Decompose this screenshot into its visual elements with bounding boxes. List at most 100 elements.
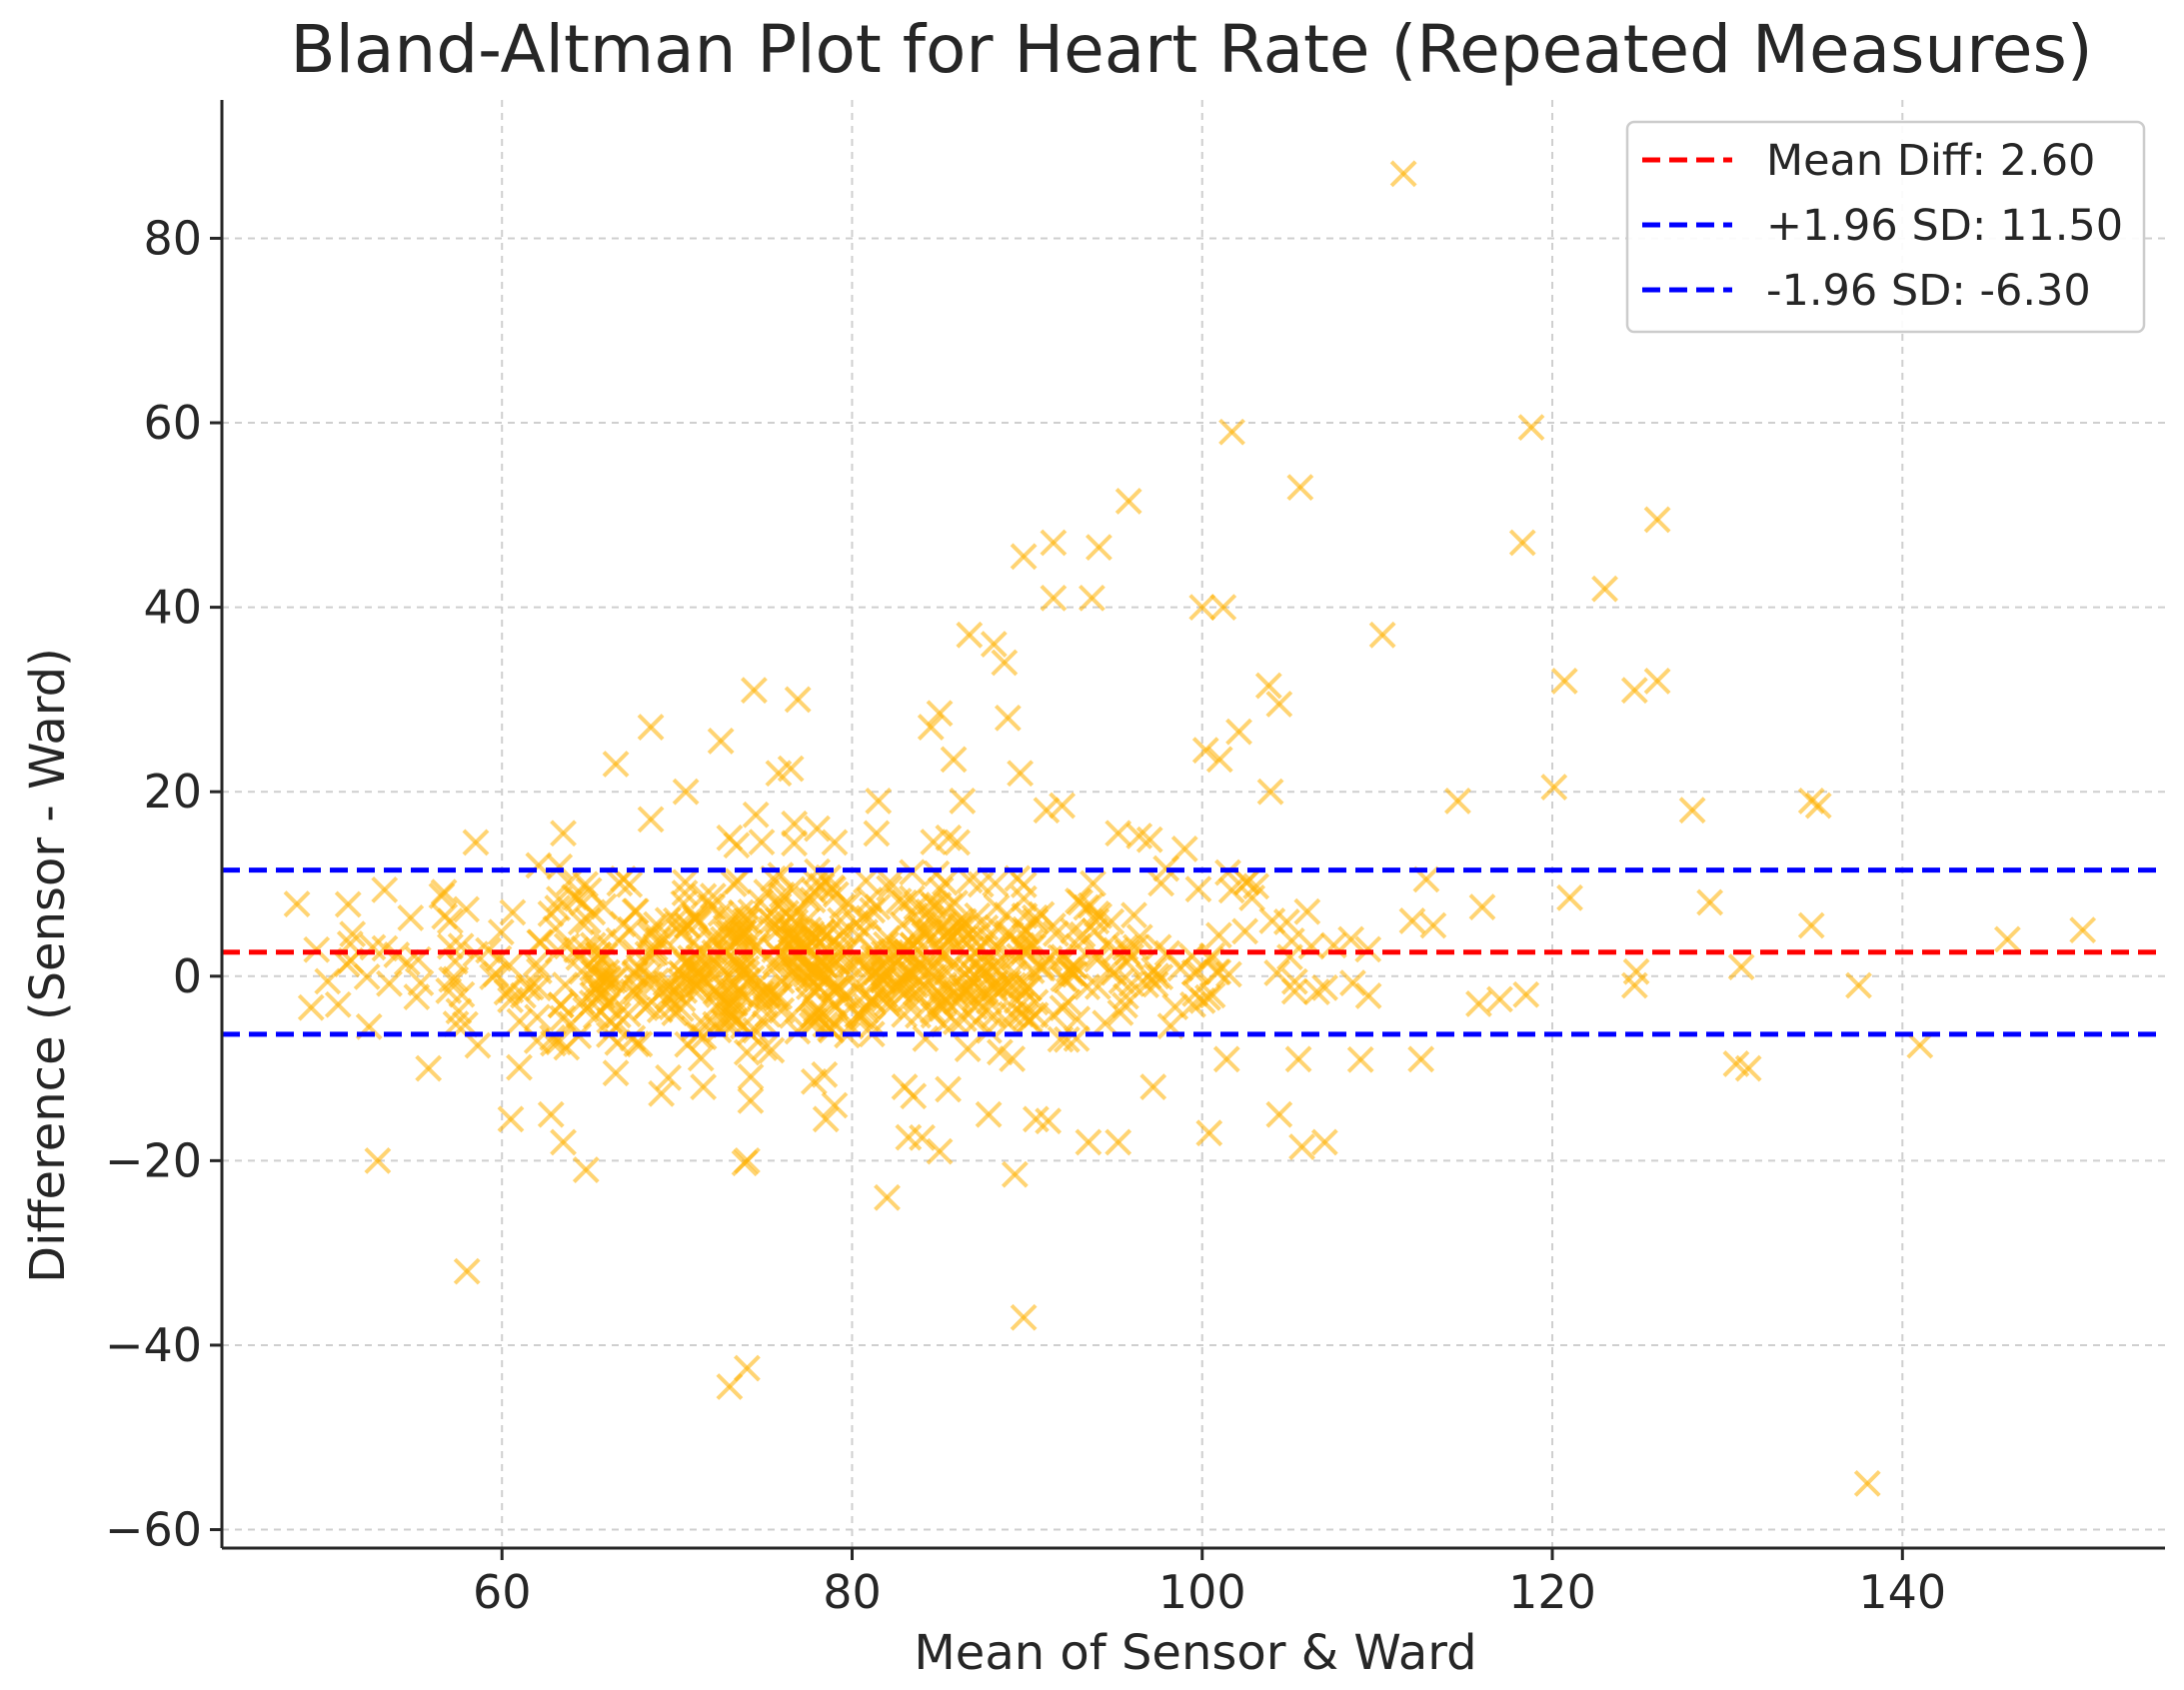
data-point [774,923,802,950]
data-point [874,1183,901,1211]
data-point [464,1031,492,1059]
data-point [622,978,650,1006]
data-point [781,924,809,952]
data-point [430,878,458,906]
data-point [902,971,930,999]
data-point [781,810,809,838]
data-point [1232,868,1260,896]
data-point [637,806,665,834]
data-point [1029,954,1057,982]
data-point [1188,594,1216,622]
data-point [1132,971,1159,998]
data-point [550,820,577,847]
data-point [947,906,975,934]
data-point [383,941,411,968]
x-tick-label: 120 [1508,1565,1596,1619]
data-point [821,1091,849,1119]
data-point [487,918,515,946]
data-point [900,1082,928,1110]
data-point [960,961,988,989]
data-point [1465,990,1492,1017]
data-point [930,971,958,998]
data-point [994,704,1022,732]
data-point [1678,797,1706,825]
data-point [1419,911,1447,939]
data-point [1195,1119,1223,1147]
data-point [855,904,883,932]
scatter-points [283,160,2097,1497]
data-point [982,869,1010,897]
data-point [506,1053,533,1081]
data-point [964,901,992,929]
data-point [652,974,680,1001]
data-point [499,898,527,926]
data-point [1075,1128,1102,1156]
data-point [830,1000,857,1028]
data-point [550,1128,577,1156]
data-point [2069,916,2097,944]
data-point [1010,871,1038,898]
data-point [980,631,1008,658]
data-point [1468,893,1496,920]
data-point [949,913,977,941]
data-point [1043,919,1070,947]
data-point [781,830,808,857]
data-point [462,829,490,856]
data-point [754,1000,782,1028]
data-point [936,974,964,1001]
data-point [737,1086,765,1114]
data-point [1086,902,1113,929]
data-point [1015,973,1043,1001]
data-point [1591,575,1618,603]
data-point [1040,584,1068,612]
data-point [1079,584,1105,612]
data-point [1205,921,1232,949]
data-point [1265,1100,1293,1128]
data-point [821,829,849,856]
data-point [1040,529,1068,557]
data-point [690,1073,718,1100]
data-point [838,950,866,978]
data-point [1512,980,1540,1008]
data-point [448,980,476,1008]
data-point [1797,911,1825,939]
data-point [740,677,768,705]
data-point [1486,985,1513,1013]
data-point [1120,901,1147,929]
data-point [1218,418,1245,446]
data-point [1288,1133,1315,1160]
data-point [1225,718,1252,746]
data-point [1444,788,1471,815]
data-point [1254,672,1282,700]
data-point [524,1003,551,1031]
data-point [283,890,311,917]
data-point [737,1063,765,1090]
data-point [733,1038,761,1066]
data-point [748,829,776,856]
data-point [648,1079,676,1107]
data-point [999,1045,1027,1072]
data-point [453,895,480,923]
data-point [563,884,591,912]
data-point [1140,956,1168,983]
data-point [1337,925,1365,953]
data-point [1389,160,1417,188]
data-point [537,899,565,927]
data-point [1265,691,1293,718]
legend-label-mean-diff: Mean Diff: 2.60 [1766,136,2095,186]
data-point [574,906,602,934]
data-point [1080,869,1106,897]
data-point [1092,1009,1119,1037]
data-point [991,649,1019,677]
x-axis-label: Mean of Sensor & Ward [914,1625,1476,1681]
data-point [1284,1045,1312,1073]
data-point [1993,925,2021,953]
data-point [865,788,893,815]
data-point [722,919,750,947]
data-point [1339,969,1366,996]
legend-label-lower-loa: -1.96 SD: -6.30 [1766,266,2091,316]
data-point [1007,760,1035,788]
data-point [818,873,846,901]
data-point [547,991,575,1019]
y-tick-label: 40 [143,581,202,635]
